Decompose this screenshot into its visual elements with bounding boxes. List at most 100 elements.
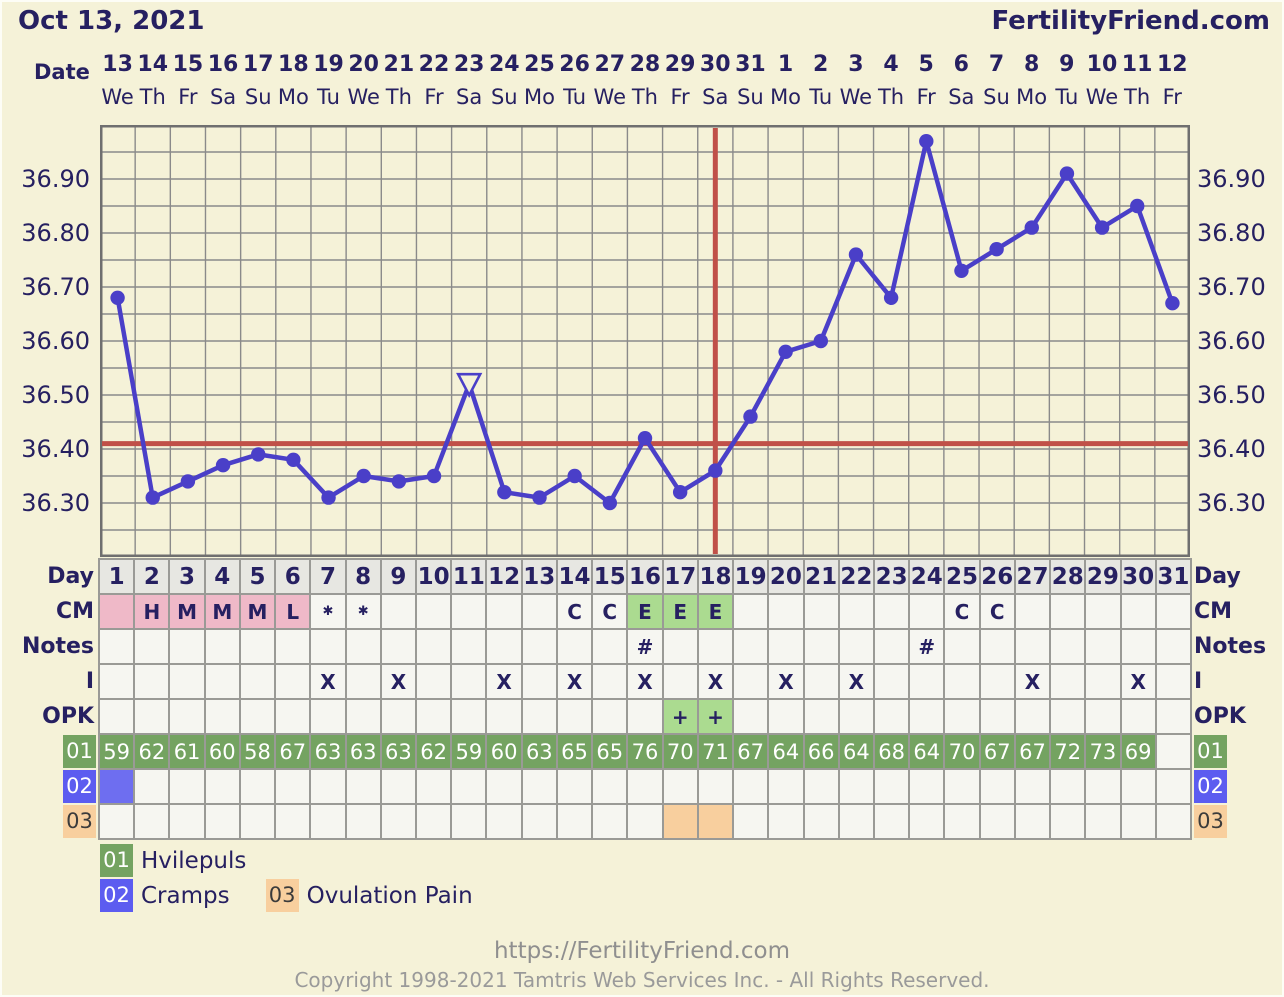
brand-link[interactable]: FertilityFriend.com	[991, 6, 1270, 36]
02-cell	[205, 770, 239, 803]
03-cell	[1015, 805, 1050, 838]
date-cell: 25	[524, 52, 555, 77]
date-cell: 21	[383, 52, 415, 77]
weekday-cell: Mo	[277, 85, 309, 109]
02-cell	[1086, 770, 1120, 803]
03-cell	[910, 805, 944, 838]
y-axis-label-left: 36.40	[21, 435, 90, 463]
03-cell	[945, 805, 979, 838]
i-cell	[1051, 665, 1085, 698]
day-cell: 6	[276, 560, 310, 593]
opk-cell	[452, 700, 486, 733]
cm-cell: ✱	[311, 595, 345, 628]
cm-cell	[417, 595, 451, 628]
date-cell: 9	[1059, 52, 1075, 77]
day-cell: 11	[452, 560, 486, 593]
notes-cell: #	[628, 630, 662, 663]
03-cell	[346, 805, 380, 838]
day-cell: 19	[734, 560, 768, 593]
i-cell	[910, 665, 944, 698]
cm-cell	[1156, 595, 1190, 628]
01-cell: 67	[980, 735, 1014, 768]
03-cell	[381, 805, 416, 838]
bbt-point	[1130, 198, 1145, 214]
legend-line-2: 02 Cramps 03 Ovulation Pain	[100, 879, 509, 912]
bbt-point	[1059, 166, 1075, 181]
footer-url-link[interactable]: https://FertilityFriend.com	[493, 938, 790, 964]
day-cell: 3	[170, 560, 204, 593]
01-cell: 65	[557, 735, 592, 768]
i-cell: X	[557, 665, 592, 698]
day-cell: 28	[1051, 560, 1085, 593]
day-cell: 5	[240, 560, 275, 593]
cm-cell: M	[205, 595, 239, 628]
02-cell	[452, 770, 486, 803]
03-cell	[980, 805, 1014, 838]
date-cell: 1	[777, 52, 794, 77]
bbt-point	[778, 344, 793, 359]
02-cell	[346, 770, 380, 803]
i-cell: X	[628, 665, 662, 698]
i-cell	[734, 665, 768, 698]
01-cell: 62	[417, 735, 451, 768]
notes-cell	[417, 630, 451, 663]
date-cell: 31	[735, 52, 766, 77]
cm-cell	[452, 595, 486, 628]
date-numbers-row: 13 14 15 16 17 18 19 20 21 22 23 24 25 26 27 28 29 30 31 1 2…	[100, 52, 1190, 77]
i-cell	[240, 665, 275, 698]
date-cell: 6	[953, 52, 969, 77]
weekday-cell: We	[1085, 85, 1119, 109]
i-cell: X	[1015, 665, 1050, 698]
bbt-chart-svg	[100, 125, 1190, 557]
date-cell: 5	[918, 52, 934, 77]
day-cell: 21	[804, 560, 838, 593]
cm-cell: C	[980, 595, 1014, 628]
date-cell: 18	[278, 52, 309, 77]
y-axis-label-right: 36.80	[1197, 219, 1266, 247]
bbt-point	[321, 490, 336, 505]
date-cell: 2	[813, 52, 829, 77]
01-cell: 67	[734, 735, 768, 768]
01-cell: 73	[1086, 735, 1120, 768]
03-cell	[874, 805, 909, 838]
03-cell	[276, 805, 310, 838]
i-cell: X	[1121, 665, 1155, 698]
weekday-cell: Fr	[178, 85, 198, 109]
notes-cell	[557, 630, 592, 663]
y-axis-label-right: 36.60	[1197, 327, 1266, 355]
01-cell: 66	[804, 735, 838, 768]
day-cell: 24	[910, 560, 944, 593]
notes-cell	[663, 630, 697, 663]
03-cell	[839, 805, 873, 838]
i-cell: X	[769, 665, 803, 698]
bbt-point	[251, 447, 266, 462]
weekday-cell: Tu	[809, 85, 833, 109]
row-label-right-opk: OPK	[1194, 704, 1246, 729]
date-cell: 4	[883, 52, 899, 77]
day-cell: 1	[100, 560, 134, 593]
cm-cell	[769, 595, 803, 628]
01-cell: 64	[839, 735, 873, 768]
opk-cell	[628, 700, 662, 733]
date-cell: 27	[594, 52, 626, 77]
opk-cell	[276, 700, 310, 733]
02-cell	[874, 770, 909, 803]
01-cell: 59	[452, 735, 486, 768]
bbt-point	[567, 468, 582, 484]
01-cell: 63	[346, 735, 380, 768]
03-cell	[769, 805, 803, 838]
01-cell: 70	[945, 735, 979, 768]
cm-cell: C	[945, 595, 979, 628]
01-cell: 62	[135, 735, 169, 768]
i-cell	[804, 665, 838, 698]
bbt-point	[637, 431, 653, 446]
02-cell	[276, 770, 310, 803]
cm-cell	[910, 595, 944, 628]
bbt-point	[497, 485, 512, 500]
day-cell: 17	[663, 560, 697, 593]
opk-cell	[980, 700, 1014, 733]
weekday-cell: We	[593, 85, 626, 109]
row-label-left-day: Day	[47, 564, 94, 589]
notes-cell	[381, 630, 416, 663]
date-row-label: Date	[34, 60, 90, 84]
